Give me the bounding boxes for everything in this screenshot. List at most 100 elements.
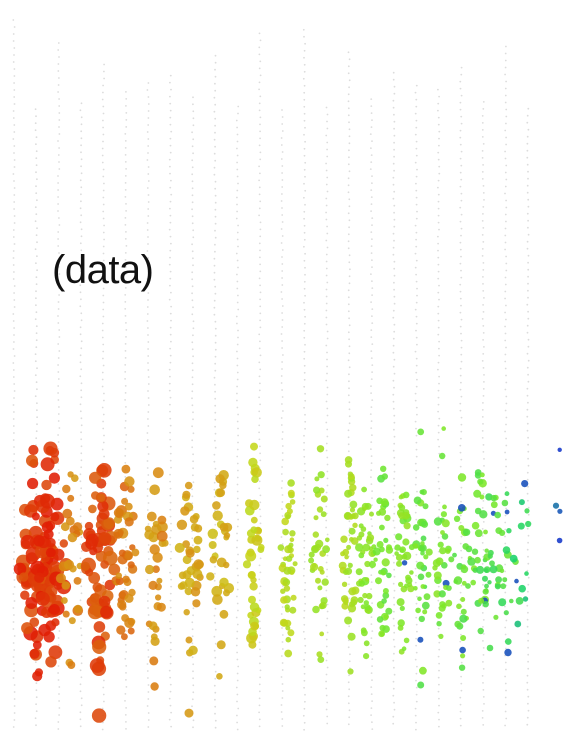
background-dot [213,495,216,498]
background-dot [504,388,507,391]
background-dot [124,392,127,394]
background-dot [303,329,306,332]
background-dot [304,469,307,472]
background-dot [303,441,305,444]
background-dot [214,670,217,673]
background-dot [482,654,485,656]
background-dot [371,497,373,499]
background-dot [35,311,38,314]
background-dot [526,674,529,677]
background-dot [482,402,484,404]
background-dot [192,474,194,477]
background-dot [191,446,194,449]
background-dot [214,383,216,386]
background-dot [146,187,149,189]
background-dot [527,205,530,208]
background-dot [147,390,149,392]
background-dot [58,98,60,100]
data-point [504,491,510,497]
background-dot [281,207,283,209]
background-dot [125,721,127,723]
background-dot [13,502,15,504]
background-dot [325,316,328,319]
background-dot [214,369,217,372]
background-dot [303,707,306,710]
background-dot [124,175,127,177]
background-dot [415,140,418,143]
data-point [26,477,39,490]
background-dot [281,221,284,223]
data-point [340,535,348,543]
background-dot [125,245,128,247]
background-dot [481,115,484,117]
background-dot [303,518,306,521]
background-dot [460,346,463,349]
background-dot [393,267,396,270]
background-dot [102,196,105,199]
background-dot [170,522,172,525]
background-dot [13,89,16,91]
background-dot [79,683,82,686]
background-dot [259,326,262,329]
background-dot [214,320,217,323]
background-dot [281,298,283,300]
background-dot [36,416,38,419]
background-dot [303,287,306,290]
background-dot [393,295,396,298]
data-point [482,575,488,582]
data-point [418,615,425,623]
background-dot [192,320,195,323]
background-dot [415,686,418,689]
data-point [409,570,414,575]
background-dot [258,333,261,336]
data-point [250,526,258,534]
background-dot [13,600,16,602]
background-dot [169,214,172,217]
background-dot [101,322,104,325]
background-dot [103,700,105,703]
background-dot [191,642,194,645]
background-dot [303,56,305,59]
background-dot [124,182,127,184]
background-dot [459,451,462,454]
background-dot [437,179,440,182]
background-dot [259,571,262,574]
background-dot [504,367,507,370]
background-dot [101,98,104,101]
background-dot [236,399,238,402]
background-dot [34,248,37,251]
background-dot [259,340,261,343]
background-dot [347,681,350,684]
background-dot [482,395,485,397]
background-dot [12,313,15,315]
background-dot [79,221,82,224]
background-dot [213,299,216,302]
background-dot [326,414,329,417]
background-dot [169,704,172,707]
data-point [417,596,422,602]
background-dot [103,70,105,73]
background-dot [124,574,127,576]
background-dot [416,413,418,416]
background-dot [13,719,16,721]
background-dot [370,637,373,639]
data-point [380,465,387,472]
background-dot [481,136,484,138]
background-dot [481,150,484,152]
background-dot [146,600,149,602]
background-dot [57,42,60,44]
data-point [254,535,262,542]
background-dot [347,51,350,54]
background-dot [191,173,194,176]
data-point [149,544,160,555]
background-dot [438,501,441,504]
background-dot [303,462,306,465]
background-dot [170,130,173,133]
data-point [319,603,326,610]
background-dot [259,669,262,672]
data-point [317,471,325,479]
background-dot [192,726,194,729]
background-dot [12,607,15,609]
background-dot [101,147,104,150]
background-dot [527,268,530,271]
